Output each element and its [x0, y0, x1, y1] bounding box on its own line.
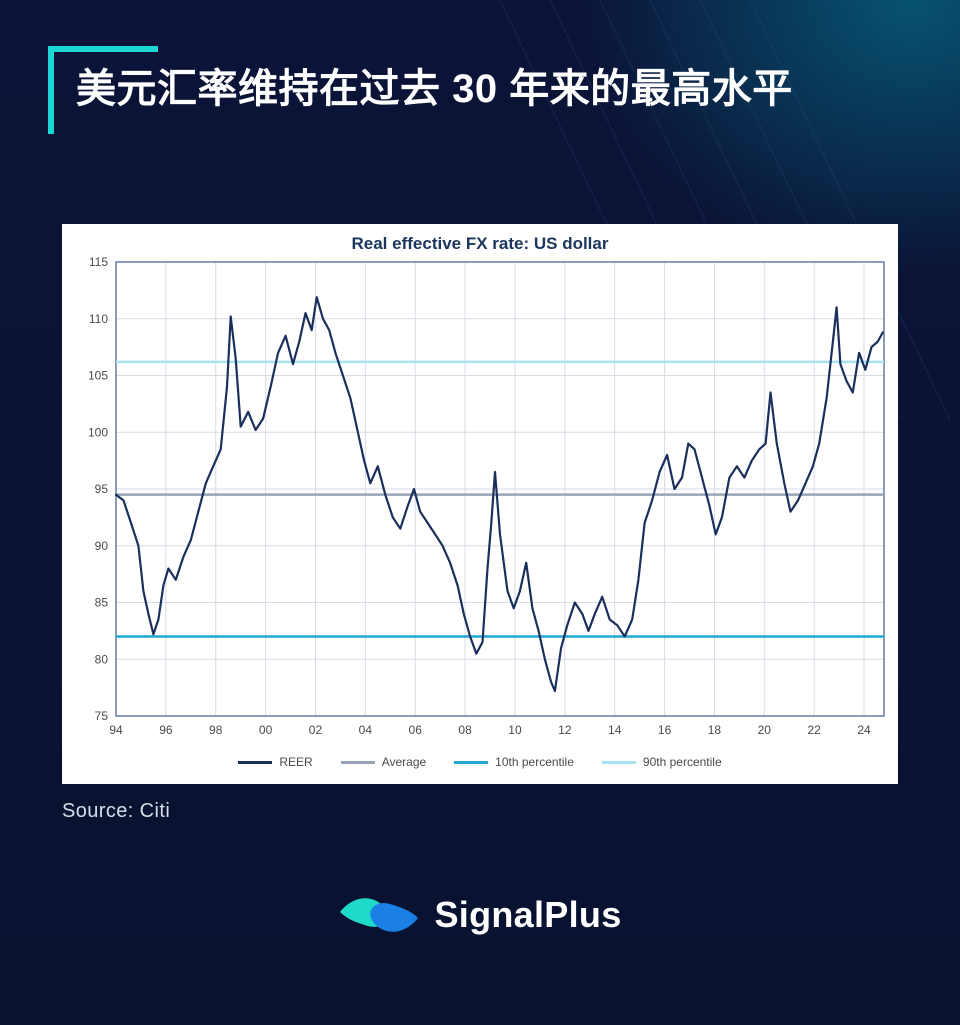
legend-item-p90: 90th percentile	[602, 755, 722, 769]
svg-text:95: 95	[95, 482, 109, 496]
svg-text:85: 85	[95, 596, 109, 610]
legend-item-avg: Average	[341, 755, 426, 769]
legend-item-p10: 10th percentile	[454, 755, 574, 769]
svg-text:02: 02	[309, 723, 323, 737]
svg-text:22: 22	[808, 723, 822, 737]
brand-name: SignalPlus	[434, 894, 621, 936]
svg-text:115: 115	[89, 256, 108, 269]
legend-swatch	[454, 761, 488, 764]
svg-text:18: 18	[708, 723, 722, 737]
legend-item-reer: REER	[238, 755, 312, 769]
svg-text:96: 96	[159, 723, 173, 737]
chart-card: Real effective FX rate: US dollar 75 80 85…	[62, 224, 898, 784]
svg-text:08: 08	[458, 723, 472, 737]
svg-text:100: 100	[88, 425, 108, 439]
svg-text:12: 12	[558, 723, 572, 737]
legend-swatch	[238, 761, 272, 764]
svg-text:75: 75	[95, 709, 109, 723]
svg-text:110: 110	[89, 312, 108, 326]
svg-text:00: 00	[259, 723, 273, 737]
source-label: Source: Citi	[62, 800, 170, 823]
brand-mark-icon	[338, 890, 420, 940]
chart-legend: REER Average 10th percentile 90th percentil…	[62, 748, 898, 776]
legend-swatch	[341, 761, 375, 764]
chart-title: Real effective FX rate: US dollar	[62, 224, 898, 254]
svg-text:06: 06	[409, 723, 423, 737]
legend-label: 10th percentile	[495, 755, 574, 769]
svg-text:14: 14	[608, 723, 622, 737]
svg-text:80: 80	[95, 652, 109, 666]
legend-label: 90th percentile	[643, 755, 722, 769]
chart-plot: 75 80 85 90 95 100 105 110 115 94 96 98 00 02 04 06 08 10…	[62, 256, 898, 744]
legend-label: REER	[279, 755, 312, 769]
brand: SignalPlus	[0, 890, 960, 940]
legend-label: Average	[382, 755, 426, 769]
svg-text:105: 105	[88, 369, 108, 383]
title-block: 美元汇率维持在过去 30 年来的最高水平	[48, 52, 908, 134]
svg-text:10: 10	[508, 723, 522, 737]
svg-text:94: 94	[109, 723, 123, 737]
svg-text:04: 04	[359, 723, 373, 737]
svg-text:20: 20	[758, 723, 772, 737]
legend-swatch	[602, 761, 636, 764]
svg-text:98: 98	[209, 723, 223, 737]
svg-text:90: 90	[95, 539, 109, 553]
svg-text:16: 16	[658, 723, 672, 737]
page-title: 美元汇率维持在过去 30 年来的最高水平	[76, 62, 908, 116]
svg-text:24: 24	[857, 723, 871, 737]
